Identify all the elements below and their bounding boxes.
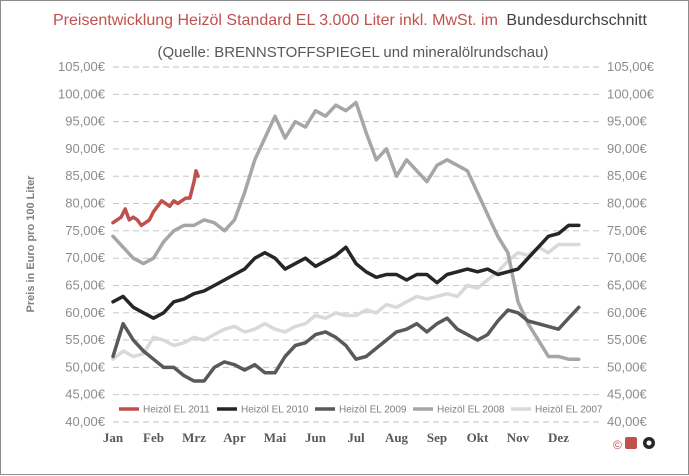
legend-label: Heizöl EL 2011 — [143, 405, 210, 416]
y-tick-label-right: 60,00€ — [607, 305, 648, 320]
y-tick-label-left: 75,00€ — [65, 223, 106, 238]
y-tick-label-left: 105,00€ — [58, 59, 106, 74]
y-tick-label-right: 90,00€ — [607, 141, 648, 156]
series-lines — [111, 100, 581, 383]
x-tick-label: Apr — [223, 430, 246, 445]
chart-subtitle: (Quelle: BRENNSTOFFSPIEGEL und mineralöl… — [158, 44, 549, 61]
y-tick-label-right: 55,00€ — [607, 332, 648, 347]
series-line — [111, 223, 581, 320]
x-tick-label: Feb — [143, 430, 164, 445]
logo: © — [613, 437, 655, 452]
y-axis-label: Preis in Euro pro 100 Liter — [25, 175, 37, 313]
y-tick-labels-left: 40,00€ 45,00€ 50,00€ 55,00€ 60,00€ 65,00€ 70,0… — [58, 59, 106, 429]
y-tick-label-right: 50,00€ — [607, 359, 648, 374]
y-tick-label-right: 105,00€ — [607, 59, 655, 74]
y-tick-label-left: 85,00€ — [65, 168, 106, 183]
copyright-icon: © — [613, 438, 622, 452]
y-tick-label-left: 70,00€ — [65, 250, 106, 265]
legend-label: Heizöl EL 2009 — [339, 405, 407, 416]
y-tick-label-left: 50,00€ — [65, 359, 106, 374]
x-tick-label: Dez — [548, 430, 569, 445]
y-tick-label-right: 85,00€ — [607, 168, 648, 183]
y-tick-label-right: 65,00€ — [607, 277, 648, 292]
x-tick-label: Okt — [467, 430, 489, 445]
series-line — [111, 305, 581, 383]
y-tick-label-left: 40,00€ — [65, 414, 106, 429]
x-tick-label: Jul — [347, 430, 365, 445]
y-tick-label-right: 40,00€ — [607, 414, 648, 429]
y-tick-label-right: 80,00€ — [607, 196, 648, 211]
series-line — [111, 169, 200, 228]
series-line — [111, 100, 581, 361]
legend-label: Heizöl EL 2007 — [535, 405, 603, 416]
x-tick-label: Jun — [305, 430, 327, 445]
chart-title: Preisentwicklung Heizöl Standard EL 3.00… — [53, 12, 647, 29]
y-tick-label-left: 45,00€ — [65, 387, 106, 402]
y-tick-label-left: 100,00€ — [58, 86, 106, 101]
x-tick-label: Mrz — [182, 430, 206, 445]
x-tick-label: Jan — [103, 430, 124, 445]
series-line — [111, 242, 581, 361]
x-tick-labels: Jan Feb Mrz Apr Mai Jun Jul Aug Sep Okt Nov Dez — [103, 430, 569, 445]
gridlines — [113, 66, 599, 423]
legend-label: Heizöl EL 2008 — [437, 405, 505, 416]
x-tick-label: Nov — [507, 430, 530, 445]
y-tick-label-left: 60,00€ — [65, 305, 106, 320]
y-tick-label-right: 75,00€ — [607, 223, 648, 238]
x-tick-label: Sep — [427, 430, 447, 445]
y-tick-labels-right: 40,00€ 45,00€ 50,00€ 55,00€ 60,00€ 65,00€ 70,0… — [607, 59, 655, 429]
y-tick-label-left: 80,00€ — [65, 196, 106, 211]
x-tick-label: Aug — [385, 430, 409, 445]
y-tick-label-left: 65,00€ — [65, 277, 106, 292]
chart-title-main: Preisentwicklung Heizöl Standard EL 3.00… — [53, 12, 498, 29]
chart-title-suffix: Bundesdurchschnitt — [506, 12, 647, 29]
y-tick-label-right: 45,00€ — [607, 387, 648, 402]
y-tick-label-left: 90,00€ — [65, 141, 106, 156]
logo-mark-dot — [646, 440, 652, 446]
y-tick-label-left: 55,00€ — [65, 332, 106, 347]
y-tick-label-right: 100,00€ — [607, 86, 655, 101]
y-tick-label-right: 95,00€ — [607, 114, 648, 129]
y-tick-label-left: 95,00€ — [65, 114, 106, 129]
legend: Heizöl EL 2011 Heizöl EL 2010 Heizöl EL 20… — [119, 405, 603, 416]
legend-label: Heizöl EL 2010 — [241, 405, 309, 416]
x-tick-label: Mai — [264, 430, 287, 445]
logo-mark-red — [625, 437, 637, 449]
y-tick-label-right: 70,00€ — [607, 250, 648, 265]
